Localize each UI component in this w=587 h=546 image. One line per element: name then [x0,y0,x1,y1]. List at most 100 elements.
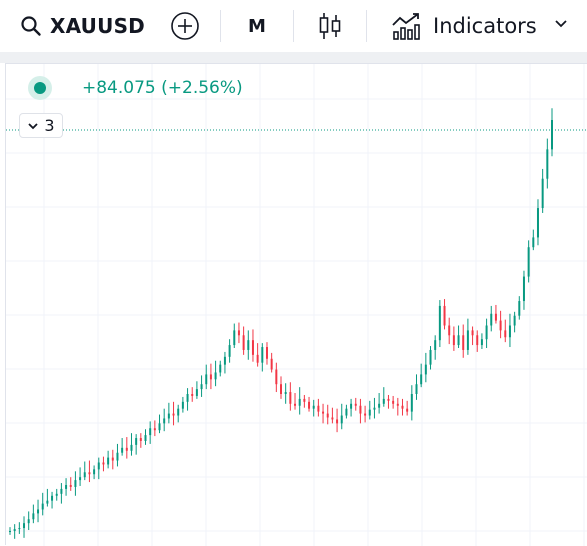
chart-type-button[interactable] [294,0,366,52]
candle-down [237,330,240,336]
candle-up [177,408,180,416]
candle-up [186,394,189,402]
indicator-count: 3 [44,116,55,135]
symbol-name[interactable]: XAUUSD [50,14,145,38]
candle-up [23,523,26,529]
chevron-down-icon[interactable] [553,16,569,32]
candle-up [74,480,77,487]
candle-up [261,347,264,363]
candle-up [219,364,222,373]
candle-down [125,447,128,451]
candle-down [326,413,329,418]
candle-down [406,408,409,412]
candle-down [364,413,367,416]
candle-up [373,407,376,410]
interval-button[interactable]: M [221,0,293,52]
chart-pane[interactable] [5,63,587,546]
candle-down [111,457,114,461]
candle-down [88,472,91,475]
candle-up [457,335,460,346]
candle-down [452,335,455,346]
candle-up [247,340,250,350]
price-chart[interactable] [6,64,587,546]
candle-up [345,408,348,416]
candle-up [429,349,432,365]
candle-up [312,405,315,409]
legend: +84.075 (+2.56%) [28,76,243,100]
candle-down [303,398,306,402]
candle-down [251,340,254,355]
candle-up [546,149,549,179]
candle-up [116,452,119,461]
candle-up [350,403,353,409]
indicators-collapse-button[interactable]: 3 [19,113,63,138]
candle-up [541,178,544,209]
candle-up [149,428,152,436]
candle-down [69,485,72,487]
candle-up [144,435,147,441]
indicators-label: Indicators [433,14,537,38]
candle-up [518,301,521,316]
candle-down [289,392,292,404]
search-icon [20,15,42,37]
candle-up [513,315,516,326]
candle-up [466,330,469,350]
candle-down [443,305,446,326]
candle-up [415,384,418,394]
candle-up [18,528,21,530]
candle-up [158,423,161,431]
candle-down [448,325,451,336]
candle-up [532,237,535,248]
candle-down [280,384,282,394]
candle-up [195,389,198,396]
candle-down [294,403,297,406]
candle-down [354,403,357,406]
candle-up [167,413,170,419]
chevron-down-icon [27,121,39,131]
price-change: +84.075 (+2.56%) [82,78,243,98]
candle-down [392,400,395,404]
candle-up [130,444,133,451]
candle-down [471,330,474,336]
candle-up [233,330,236,346]
candle-down [396,403,399,406]
candle-down [331,417,334,420]
candle-up [181,401,184,409]
candle-up [485,325,488,340]
candle-up [536,208,539,238]
status-dot-icon[interactable] [28,76,52,100]
candle-up [205,374,208,385]
candle-up [382,398,385,404]
candle-up [284,392,287,394]
candle-up [79,477,82,481]
candle-up [228,345,231,357]
candle-down [499,320,502,331]
candle-down [265,347,268,359]
candle-up [97,462,100,470]
candle-up [508,325,511,338]
candle-up [368,409,371,416]
candle-up [13,529,16,531]
candle-up [51,495,54,501]
compare-add-button[interactable] [150,0,220,52]
candle-up [27,519,30,524]
candle-down [308,401,311,409]
candle-up [434,340,437,350]
candle-down [476,335,479,346]
symbol-search[interactable]: XAUUSD [0,0,150,52]
candle-down [504,330,507,338]
candle-up [340,415,343,424]
candle-up [490,313,493,326]
indicators-button[interactable]: Indicators [367,0,537,52]
interval-label: M [248,15,266,37]
candle-up [37,509,40,514]
candle-down [256,354,259,363]
candle-down [275,369,278,385]
candle-up [60,488,63,494]
candle-up [55,493,58,496]
chart-toolbar: XAUUSD M Indicators [0,0,587,52]
candle-down [102,462,105,465]
candle-up [410,394,413,412]
toolbar-divider-band [0,52,587,63]
indicators-chart-icon [391,12,421,40]
